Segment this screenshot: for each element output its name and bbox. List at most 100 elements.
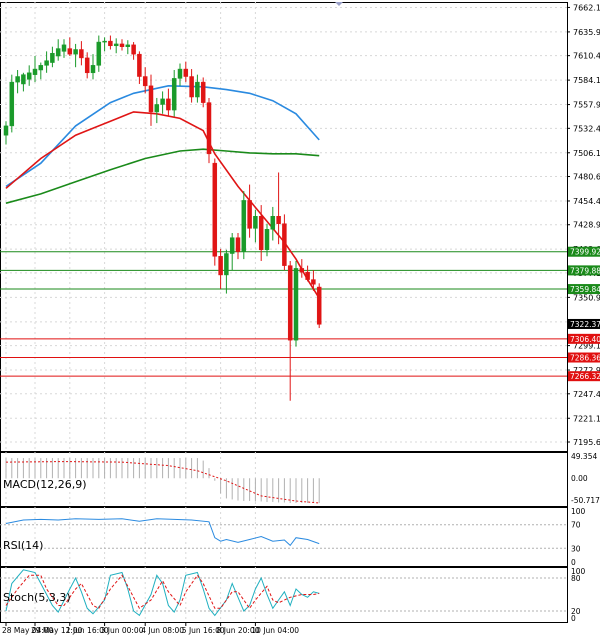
candle-body <box>3 125 9 136</box>
candle-body <box>282 223 287 266</box>
candle-body <box>311 279 316 285</box>
current-price-label: 7322.37 <box>570 320 600 329</box>
candle-body <box>125 44 131 47</box>
candle-body <box>235 237 241 252</box>
candle-body <box>21 74 26 85</box>
y-tick-label: 7299.15 <box>573 342 600 351</box>
candle-body <box>247 200 252 229</box>
candle-body <box>79 49 84 59</box>
y-tick-label: 7454.40 <box>573 197 600 206</box>
candle-body <box>224 253 229 276</box>
x-tick-label: 28 May 04:00 <box>2 626 54 635</box>
y-tick-label: 7662.15 <box>573 3 600 12</box>
candle-body <box>44 60 49 66</box>
candle-body <box>148 85 154 113</box>
candle-body <box>229 237 235 254</box>
macd-y-tick-label: 0.00 <box>571 474 588 483</box>
candle-body <box>90 65 96 74</box>
candle-body <box>119 43 125 47</box>
stoch-y-tick-label: 0 <box>571 614 576 623</box>
candle-body <box>32 68 38 75</box>
price-line-tag <box>568 246 600 257</box>
y-tick-label: 7506.15 <box>573 149 600 158</box>
macd-label: MACD(12,26,9) <box>3 478 87 491</box>
y-tick-label: 7350.90 <box>573 293 600 302</box>
candle-body <box>258 216 264 251</box>
macd-y-tick-label: 49.354 <box>571 452 597 461</box>
price-line-tag <box>568 265 600 276</box>
rsi-line <box>5 518 320 547</box>
stoch-main-line <box>5 569 320 617</box>
current-price-tag <box>568 318 600 329</box>
candle-body <box>264 229 270 251</box>
candle-body <box>218 256 223 276</box>
candle-body <box>73 49 78 55</box>
candle-body <box>287 265 293 341</box>
candle-body <box>131 44 136 55</box>
stoch-y-tick-label: 20 <box>571 607 581 616</box>
candle-body <box>50 52 55 63</box>
panel-frame-rsi <box>0 507 568 567</box>
x-tick-label: 1 Jun 16:00 <box>66 626 109 635</box>
price-line-label: 7286.36 <box>570 354 600 363</box>
y-tick-label: 7557.90 <box>573 101 600 110</box>
candle-body <box>316 286 322 325</box>
rsi-label: RSI(14) <box>3 539 43 552</box>
candle-body <box>200 81 206 103</box>
candle-body <box>108 40 113 47</box>
candle-body <box>113 43 119 47</box>
x-tick-label: 10 Jun 04:00 <box>251 626 299 635</box>
x-tick-label: 5 Jun 16:00 <box>182 626 225 635</box>
y-tick-label: 7635.90 <box>573 28 600 37</box>
candles <box>3 35 322 401</box>
candle-body <box>84 57 90 74</box>
panel-frame-stoch <box>0 567 568 623</box>
price-line-label: 7359.84 <box>570 285 600 294</box>
y-tick-label: 7584.15 <box>573 76 600 85</box>
y-tick-label: 7272.90 <box>573 366 600 375</box>
ma-green-line <box>5 148 320 204</box>
price-line-tag <box>568 371 600 382</box>
grid-lines <box>0 2 567 622</box>
candle-body <box>55 48 61 57</box>
chart-shift-marker <box>335 2 343 6</box>
rsi-y-tick-label: 70 <box>571 521 581 530</box>
candle-body <box>15 76 20 83</box>
candle-body <box>241 200 247 252</box>
macd-signal-line <box>5 461 320 504</box>
candle-body <box>270 216 276 230</box>
candle-body <box>154 104 160 113</box>
candle-body <box>166 98 171 111</box>
rsi-y-tick-label: 30 <box>571 544 581 553</box>
stoch-y-tick-label: 100 <box>571 567 586 576</box>
candle-body <box>171 78 177 111</box>
y-tick-label: 7247.40 <box>573 390 600 399</box>
y-tick-label: 7221.15 <box>573 414 600 423</box>
price-line-tag <box>568 333 600 344</box>
stoch-label: Stoch(5,3,3) <box>3 591 71 604</box>
candle-body <box>61 44 67 52</box>
candle-body <box>177 68 183 79</box>
y-tick-label: 7195.65 <box>573 438 600 447</box>
candle-body <box>137 53 142 77</box>
candle-body <box>189 76 194 98</box>
candle-body <box>96 41 102 66</box>
x-tick-label: 3 Jun 00:00 <box>101 626 144 635</box>
y-tick-label: 7532.40 <box>573 124 600 133</box>
candle-body <box>206 102 212 155</box>
ma-red-line <box>5 111 320 299</box>
x-tick-label: 29 May 12:00 <box>31 626 83 635</box>
candle-body <box>38 65 44 71</box>
y-tick-label: 7610.40 <box>573 52 600 61</box>
candle-body <box>299 268 305 273</box>
rsi-y-tick-label: 100 <box>571 507 586 516</box>
candle-body <box>276 216 281 224</box>
rsi-y-tick-label: 0 <box>571 558 576 567</box>
candle-body <box>67 48 73 55</box>
ma-blue-line <box>5 84 320 188</box>
stoch-signal-line <box>5 574 320 610</box>
price-line-label: 7379.88 <box>570 266 600 275</box>
price-line-label: 7399.92 <box>570 248 600 257</box>
